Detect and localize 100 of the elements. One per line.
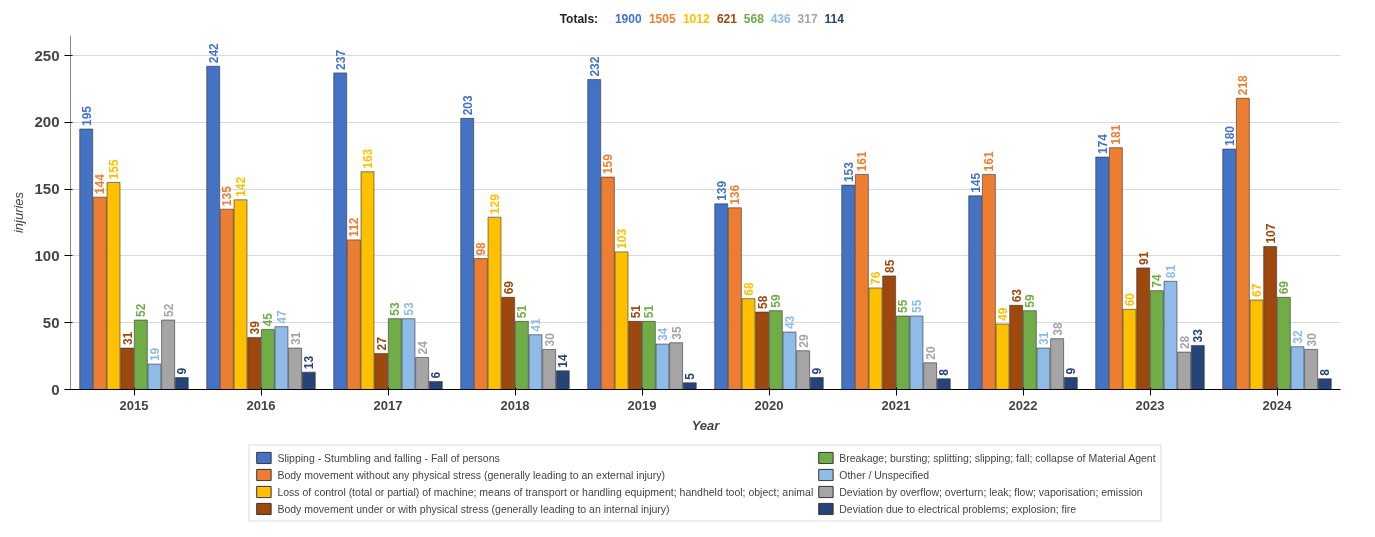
data-label: 52 (161, 303, 176, 318)
x-tick-label: 2022 (1008, 397, 1038, 413)
data-label: 145 (968, 172, 983, 193)
data-label: 67 (1250, 283, 1265, 297)
x-tick-label: 2021 (881, 397, 911, 413)
x-axis-title: Year (691, 417, 721, 433)
x-tick-label: 2018 (500, 397, 530, 413)
x-tick-label: 2024 (1262, 397, 1293, 413)
data-label: 31 (1036, 331, 1051, 346)
data-label: 19 (147, 347, 162, 362)
data-label: 203 (460, 94, 475, 116)
data-label: 49 (996, 307, 1011, 322)
data-label: 91 (1136, 251, 1151, 265)
data-label: 31 (120, 331, 135, 346)
data-label: 136 (728, 184, 743, 205)
data-label: 59 (1023, 294, 1038, 308)
data-label: 51 (628, 304, 643, 319)
data-label: 153 (841, 161, 856, 183)
legend-label: Loss of control (total or partial) of machine; means of transport or handling equipment; handheld tool; object; animal (277, 485, 814, 497)
legend-label: Body movement without any physical stress (generally leading to an external injury) (277, 468, 665, 480)
data-label: 218 (1236, 74, 1251, 96)
legend-label: Breakage; bursting; splitting; slipping; fall; collapse of Material Agent (839, 451, 1156, 463)
data-label: 9 (175, 367, 190, 375)
data-label: 98 (474, 241, 489, 256)
data-label: 107 (1263, 223, 1278, 244)
data-label: 161 (855, 151, 870, 172)
x-tick-label: 2019 (627, 397, 657, 413)
data-label: 51 (642, 304, 657, 319)
text: Totals: 1900 1505 1012 621 568 436 317 114 (559, 11, 844, 26)
data-label: 68 (742, 281, 757, 296)
data-label: 55 (896, 299, 911, 314)
data-label: 24 (415, 340, 430, 355)
data-label: 34 (655, 327, 670, 342)
data-label: 52 (134, 303, 149, 318)
data-label: 30 (542, 332, 557, 347)
data-label: 33 (1191, 328, 1206, 343)
data-label: 159 (601, 153, 616, 175)
data-label: 45 (261, 312, 276, 327)
data-label: 69 (1277, 280, 1292, 295)
x-tick-label: 2023 (1135, 397, 1165, 413)
data-label: 5 (683, 372, 698, 380)
data-label: 142 (234, 176, 249, 197)
data-label: 51 (515, 304, 530, 319)
data-label: 13 (302, 355, 317, 370)
y-tick-label: 200 (34, 113, 60, 131)
data-label: 53 (388, 302, 403, 316)
data-label: 59 (769, 294, 784, 308)
data-label: 155 (107, 159, 122, 180)
data-label: 35 (669, 326, 684, 340)
data-label: 85 (882, 259, 897, 273)
x-tick-label: 2016 (246, 397, 276, 413)
data-label: 74 (1150, 273, 1165, 288)
data-label: 135 (220, 185, 235, 207)
legend-label: Other / Unspecified (839, 468, 930, 480)
data-label: 103 (615, 228, 630, 249)
data-label: 60 (1123, 292, 1138, 307)
y-tick-label: 150 (34, 180, 60, 198)
data-label: 47 (274, 310, 289, 324)
data-label: 9 (810, 367, 825, 375)
data-label: 144 (93, 173, 108, 195)
y-tick-label: 100 (34, 246, 60, 264)
legend-label: Deviation by overflow; overturn; leak; flow; vaporisation; emission (839, 485, 1143, 497)
data-label: 63 (1009, 288, 1024, 303)
data-label: 28 (1177, 335, 1192, 350)
data-label: 181 (1109, 124, 1124, 145)
data-label: 81 (1163, 264, 1178, 279)
data-label: 58 (755, 295, 770, 310)
data-label: 195 (79, 105, 94, 127)
data-label: 69 (501, 280, 516, 295)
data-label: 30 (1304, 332, 1319, 347)
data-label: 242 (206, 42, 221, 64)
data-label: 29 (796, 334, 811, 348)
data-label: 129 (488, 193, 503, 215)
legend-label: Body movement under or with physical stress (generally leading to an internal injury) (277, 502, 670, 514)
data-label: 27 (374, 336, 389, 351)
data-label: 53 (401, 302, 416, 316)
data-label: 8 (1318, 368, 1333, 376)
x-tick-label: 2015 (119, 397, 149, 413)
legend-label: Slipping - Stumbling and falling - Fall of persons (277, 451, 500, 463)
data-label: 38 (1050, 322, 1065, 336)
data-label: 8 (937, 368, 952, 376)
data-label: 55 (909, 299, 924, 314)
data-label: 232 (587, 56, 602, 77)
data-label: 237 (333, 49, 348, 70)
data-label: 180 (1222, 125, 1237, 147)
data-label: 9 (1064, 367, 1079, 375)
y-tick-label: 0 (51, 380, 60, 398)
data-label: 14 (556, 354, 571, 368)
x-tick-label: 2020 (754, 397, 784, 413)
data-label: 76 (869, 271, 884, 285)
data-label: 39 (247, 320, 262, 335)
data-label: 174 (1095, 133, 1110, 155)
data-label: 43 (782, 315, 797, 330)
data-label: 41 (528, 318, 543, 332)
data-label: 161 (982, 151, 997, 172)
x-tick-label: 2017 (373, 397, 403, 413)
data-label: 32 (1290, 330, 1305, 344)
data-label: 31 (288, 331, 303, 346)
data-label: 20 (923, 346, 938, 360)
y-tick-label: 250 (34, 46, 60, 64)
